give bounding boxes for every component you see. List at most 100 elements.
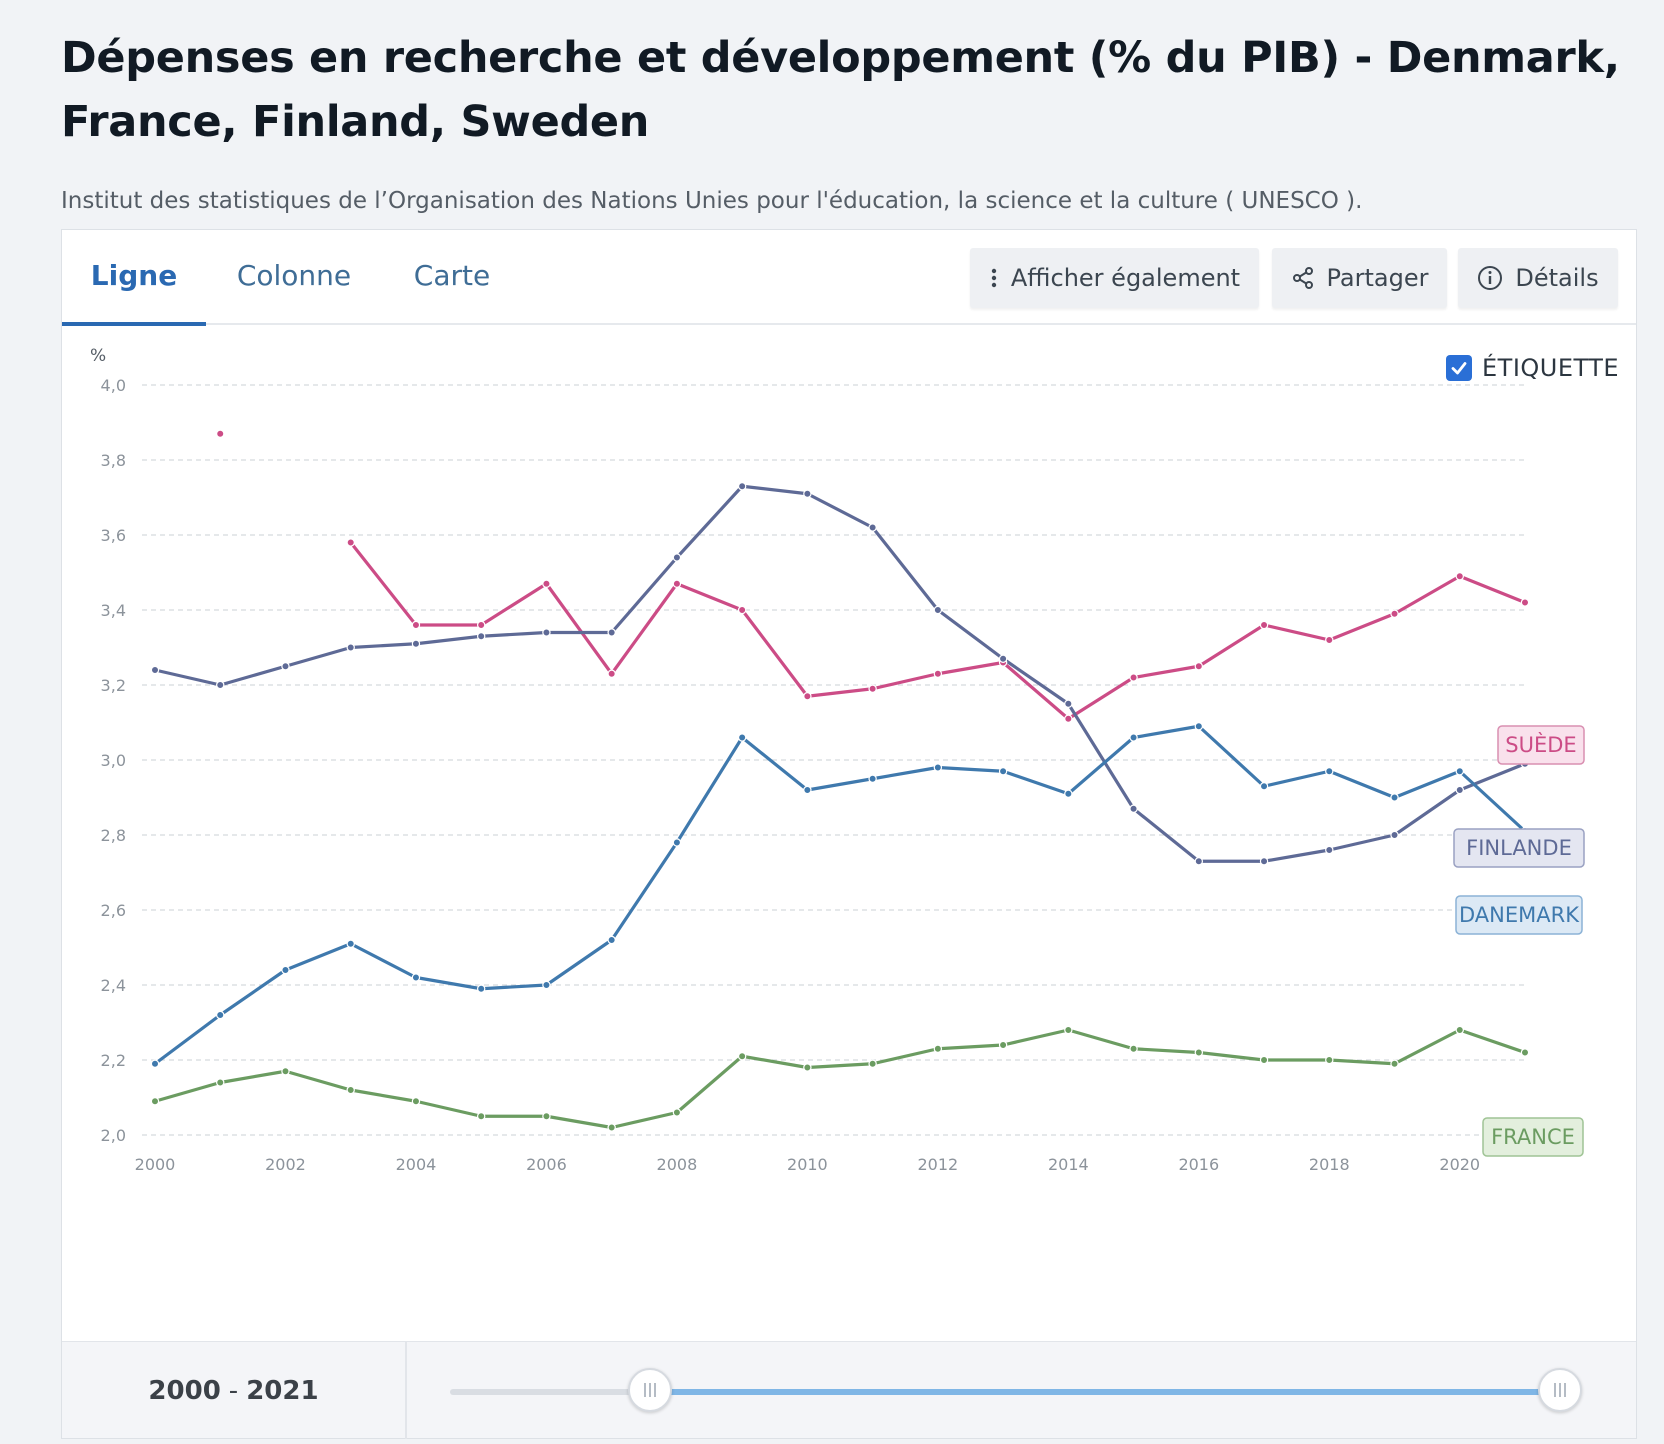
- data-point-finland[interactable]: [346, 643, 355, 652]
- data-point-denmark[interactable]: [1390, 793, 1399, 802]
- data-point-france[interactable]: [868, 1059, 877, 1068]
- data-point-denmark[interactable]: [1325, 767, 1334, 776]
- data-point-denmark[interactable]: [1455, 767, 1464, 776]
- x-tick-label: 2004: [396, 1155, 437, 1174]
- data-point-sweden[interactable]: [737, 605, 747, 615]
- data-point-france[interactable]: [150, 1097, 160, 1106]
- data-point-finland[interactable]: [281, 662, 290, 671]
- data-point-denmark[interactable]: [672, 838, 682, 847]
- data-point-denmark[interactable]: [1194, 722, 1204, 731]
- data-point-denmark[interactable]: [998, 767, 1008, 776]
- data-point-denmark[interactable]: [281, 965, 290, 975]
- data-point-finland[interactable]: [1194, 857, 1204, 866]
- range-slider-track[interactable]: [450, 1389, 1560, 1395]
- data-point-finland[interactable]: [542, 628, 551, 637]
- data-point-sweden[interactable]: [216, 429, 225, 438]
- data-point-france[interactable]: [281, 1067, 290, 1076]
- data-point-sweden[interactable]: [1520, 598, 1530, 607]
- data-point-denmark[interactable]: [1064, 789, 1073, 798]
- data-point-denmark[interactable]: [476, 984, 486, 993]
- data-point-denmark[interactable]: [933, 763, 943, 772]
- data-point-denmark[interactable]: [542, 980, 551, 990]
- data-point-finland[interactable]: [216, 680, 225, 690]
- data-point-denmark[interactable]: [737, 733, 747, 742]
- data-point-finland[interactable]: [1455, 785, 1464, 795]
- data-point-france[interactable]: [933, 1044, 943, 1053]
- data-point-denmark[interactable]: [411, 973, 421, 982]
- data-point-france[interactable]: [1064, 1025, 1073, 1035]
- show-also-button[interactable]: Afficher également: [970, 248, 1259, 308]
- share-button[interactable]: Partager: [1272, 248, 1447, 308]
- label-checkbox[interactable]: [1446, 355, 1472, 381]
- label-toggle[interactable]: ÉTIQUETTE: [1446, 352, 1619, 384]
- data-point-finland[interactable]: [1129, 804, 1138, 813]
- data-point-france[interactable]: [998, 1040, 1008, 1050]
- x-tick-label: 2000: [135, 1155, 176, 1174]
- data-point-sweden[interactable]: [803, 692, 812, 701]
- data-point-denmark[interactable]: [150, 1059, 160, 1068]
- data-point-sweden[interactable]: [607, 669, 616, 678]
- tab-colonne[interactable]: Colonne: [236, 259, 352, 292]
- data-point-france[interactable]: [476, 1112, 486, 1121]
- data-point-finland[interactable]: [1390, 830, 1399, 840]
- data-point-sweden[interactable]: [1325, 635, 1334, 645]
- data-point-finland[interactable]: [150, 665, 160, 675]
- data-point-france[interactable]: [672, 1108, 682, 1117]
- data-point-sweden[interactable]: [411, 620, 421, 630]
- data-point-finland[interactable]: [998, 654, 1008, 663]
- y-tick-label: 3,2: [101, 676, 126, 695]
- data-point-sweden[interactable]: [1064, 714, 1073, 723]
- data-point-sweden[interactable]: [868, 684, 877, 693]
- data-point-finland[interactable]: [411, 639, 421, 648]
- data-point-france[interactable]: [1129, 1044, 1138, 1053]
- data-point-france[interactable]: [803, 1063, 812, 1072]
- data-point-france[interactable]: [346, 1085, 355, 1095]
- data-point-sweden[interactable]: [1390, 609, 1399, 618]
- data-point-denmark[interactable]: [1129, 733, 1138, 742]
- data-point-sweden[interactable]: [476, 620, 486, 630]
- data-point-finland[interactable]: [803, 489, 812, 498]
- data-point-france[interactable]: [411, 1097, 421, 1106]
- details-button[interactable]: Détails: [1458, 248, 1618, 308]
- x-tick-label: 2020: [1439, 1155, 1480, 1174]
- data-point-finland[interactable]: [476, 632, 486, 641]
- data-point-finland[interactable]: [868, 523, 877, 532]
- data-point-france[interactable]: [216, 1078, 225, 1087]
- x-tick-label: 2002: [265, 1155, 306, 1174]
- data-point-sweden[interactable]: [346, 538, 355, 547]
- data-point-france[interactable]: [607, 1123, 616, 1132]
- data-point-denmark[interactable]: [216, 1010, 225, 1020]
- data-point-finland[interactable]: [933, 605, 943, 615]
- data-point-france[interactable]: [737, 1052, 747, 1061]
- data-point-france[interactable]: [1455, 1025, 1464, 1035]
- data-point-france[interactable]: [542, 1112, 551, 1121]
- range-start-handle[interactable]: [627, 1368, 672, 1412]
- data-point-sweden[interactable]: [1194, 662, 1204, 671]
- data-point-sweden[interactable]: [1455, 572, 1464, 581]
- data-point-finland[interactable]: [737, 482, 747, 491]
- data-point-denmark[interactable]: [868, 774, 877, 783]
- data-point-finland[interactable]: [1064, 699, 1073, 708]
- data-point-france[interactable]: [1325, 1055, 1334, 1065]
- data-point-sweden[interactable]: [1129, 673, 1138, 682]
- data-point-finland[interactable]: [1325, 845, 1334, 855]
- tab-ligne[interactable]: Ligne: [62, 230, 206, 326]
- data-point-sweden[interactable]: [933, 669, 943, 678]
- data-point-denmark[interactable]: [803, 785, 812, 795]
- data-point-sweden[interactable]: [542, 579, 551, 588]
- data-point-finland[interactable]: [607, 628, 616, 637]
- data-point-sweden[interactable]: [1259, 620, 1269, 630]
- data-point-france[interactable]: [1520, 1048, 1530, 1057]
- data-point-denmark[interactable]: [607, 935, 616, 945]
- data-point-finland[interactable]: [672, 553, 682, 562]
- data-point-finland[interactable]: [1259, 857, 1269, 866]
- y-tick-label: 2,2: [101, 1051, 126, 1070]
- tab-carte[interactable]: Carte: [413, 259, 491, 292]
- data-point-sweden[interactable]: [672, 579, 682, 588]
- data-point-denmark[interactable]: [1259, 782, 1269, 791]
- range-end-handle[interactable]: [1538, 1368, 1582, 1412]
- data-point-denmark[interactable]: [346, 939, 355, 948]
- data-point-france[interactable]: [1259, 1055, 1269, 1065]
- data-point-france[interactable]: [1194, 1048, 1204, 1057]
- data-point-france[interactable]: [1390, 1059, 1399, 1068]
